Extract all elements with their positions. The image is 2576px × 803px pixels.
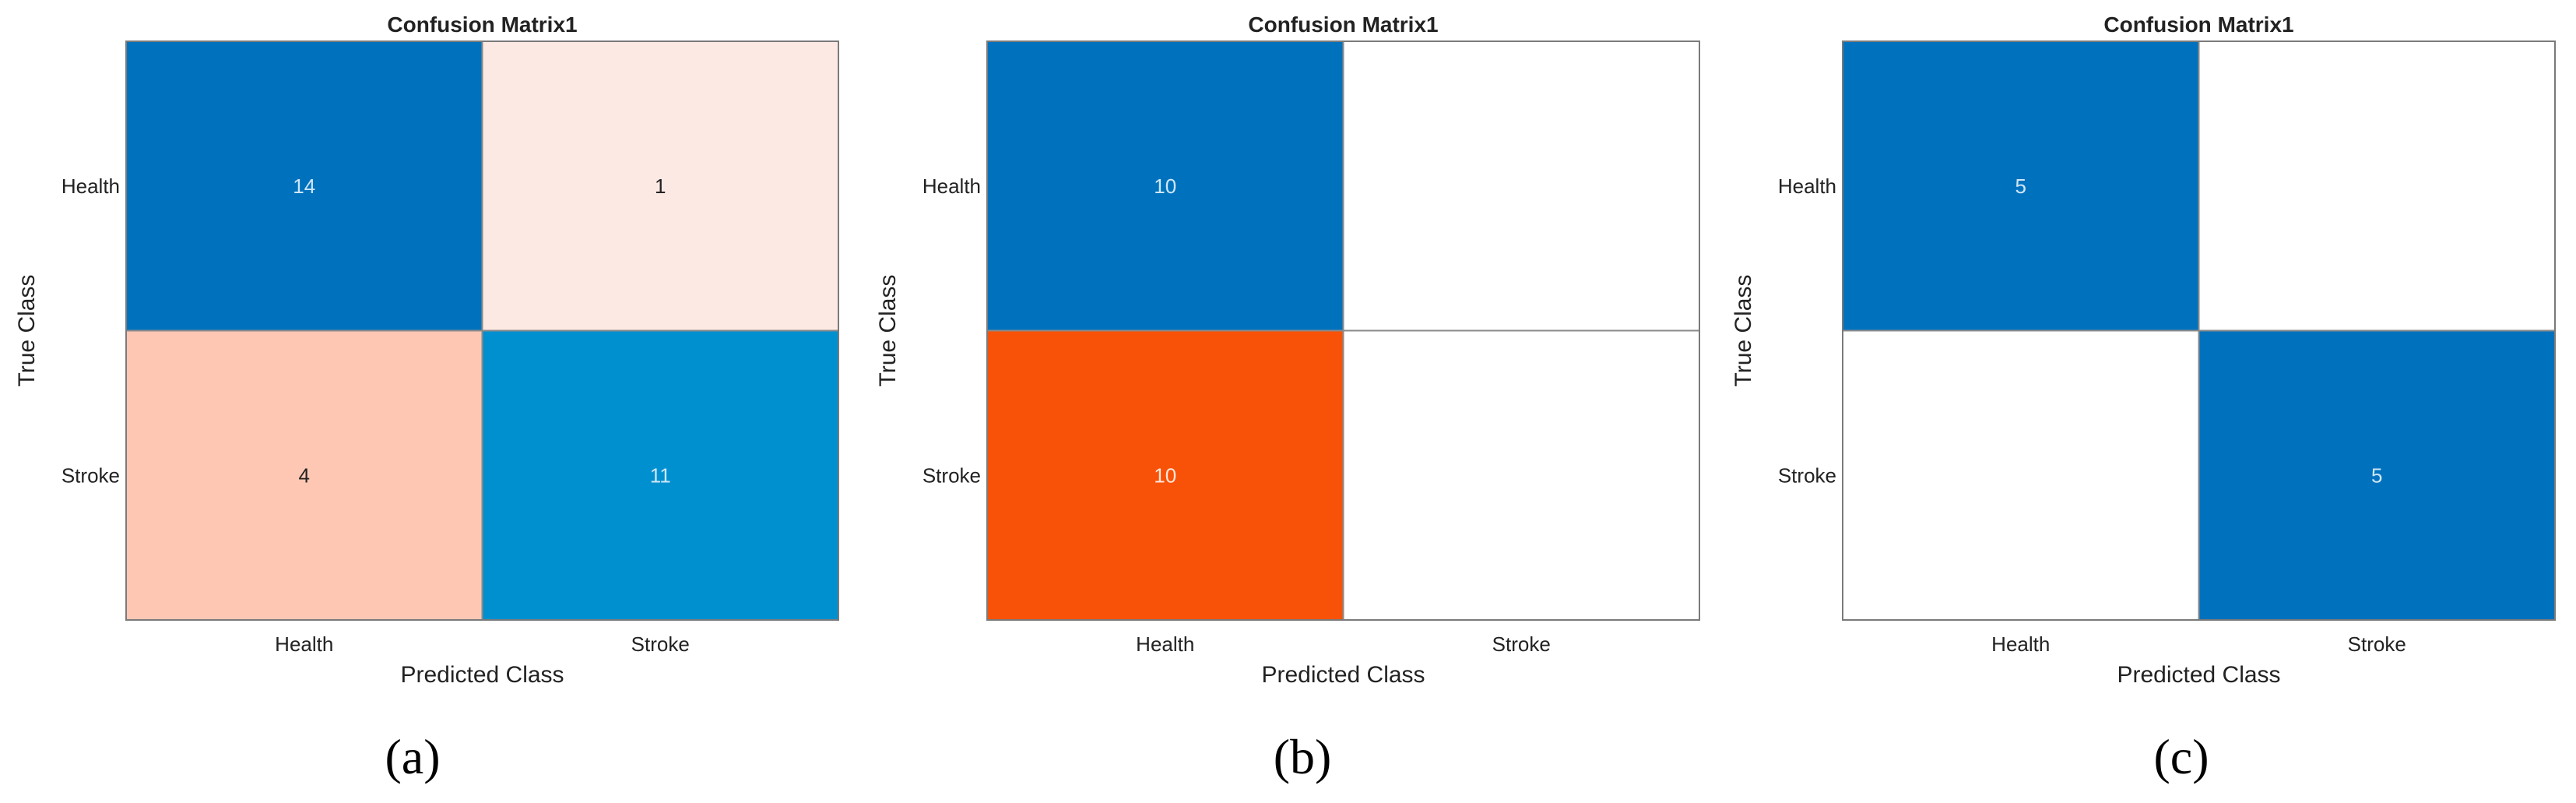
x-axis-label: Predicted Class: [1261, 662, 1425, 688]
matrix-cell: [481, 41, 839, 332]
matrix-border: [986, 41, 1700, 621]
matrix-cell: [1842, 41, 2200, 332]
cell-value-label: 5: [2371, 463, 2382, 487]
x-tick-label: Health: [1991, 632, 2050, 656]
matrix-cell: [1842, 329, 2200, 621]
y-axis-label: True Class: [875, 275, 901, 387]
chart-title: Confusion Matrix1: [387, 12, 577, 37]
y-tick-label: Health: [923, 174, 981, 198]
matrix-cell: [125, 41, 483, 332]
matrix-cell: [2198, 329, 2556, 621]
y-tick-label: Stroke: [62, 463, 120, 487]
cell-value-label: 10: [1154, 463, 1176, 487]
matrix-cell: [125, 329, 483, 621]
y-axis-label: True Class: [14, 275, 40, 387]
x-tick-label: Stroke: [631, 632, 690, 656]
cell-value-label: 14: [293, 174, 315, 198]
caption-panel-c: (c): [2153, 729, 2209, 784]
matrix-cell: [1342, 41, 1700, 332]
chart-title: Confusion Matrix1: [1248, 12, 1438, 37]
matrix-cell: [1342, 329, 1700, 621]
matrix-cell: [986, 329, 1344, 621]
y-tick-label: Health: [62, 174, 120, 198]
caption-panel-a: (a): [385, 729, 441, 784]
y-tick-label: Stroke: [1778, 463, 1836, 487]
y-tick-label: Health: [1778, 174, 1836, 198]
matrix-border: [1842, 41, 2556, 621]
cell-value-label: 4: [299, 463, 310, 487]
x-tick-label: Stroke: [2348, 632, 2406, 656]
chart-title: Confusion Matrix1: [2103, 12, 2293, 37]
x-axis-label: Predicted Class: [2117, 662, 2280, 688]
x-tick-label: Health: [1136, 632, 1194, 656]
cell-value-label: 10: [1154, 174, 1176, 198]
cell-value-label: 11: [650, 463, 671, 487]
confusion-matrix-panel-c: Confusion Matrix1 5 5 Health Stroke Health Str…: [1731, 12, 2556, 688]
y-axis-label: True Class: [1731, 275, 1756, 387]
x-tick-label: Health: [275, 632, 333, 656]
cell-value-label: 5: [2015, 174, 2026, 198]
x-tick-label: Stroke: [1492, 632, 1551, 656]
matrix-cell: [2198, 41, 2556, 332]
confusion-matrix-panel-b: Confusion Matrix1 10 10 Health Stroke Health S…: [875, 12, 1700, 688]
x-axis-label: Predicted Class: [400, 662, 564, 688]
y-tick-label: Stroke: [923, 463, 981, 487]
matrix-border: [125, 41, 839, 621]
matrix-cell: [481, 329, 839, 621]
cell-value-label: 1: [655, 174, 666, 198]
caption-panel-b: (b): [1273, 729, 1332, 784]
